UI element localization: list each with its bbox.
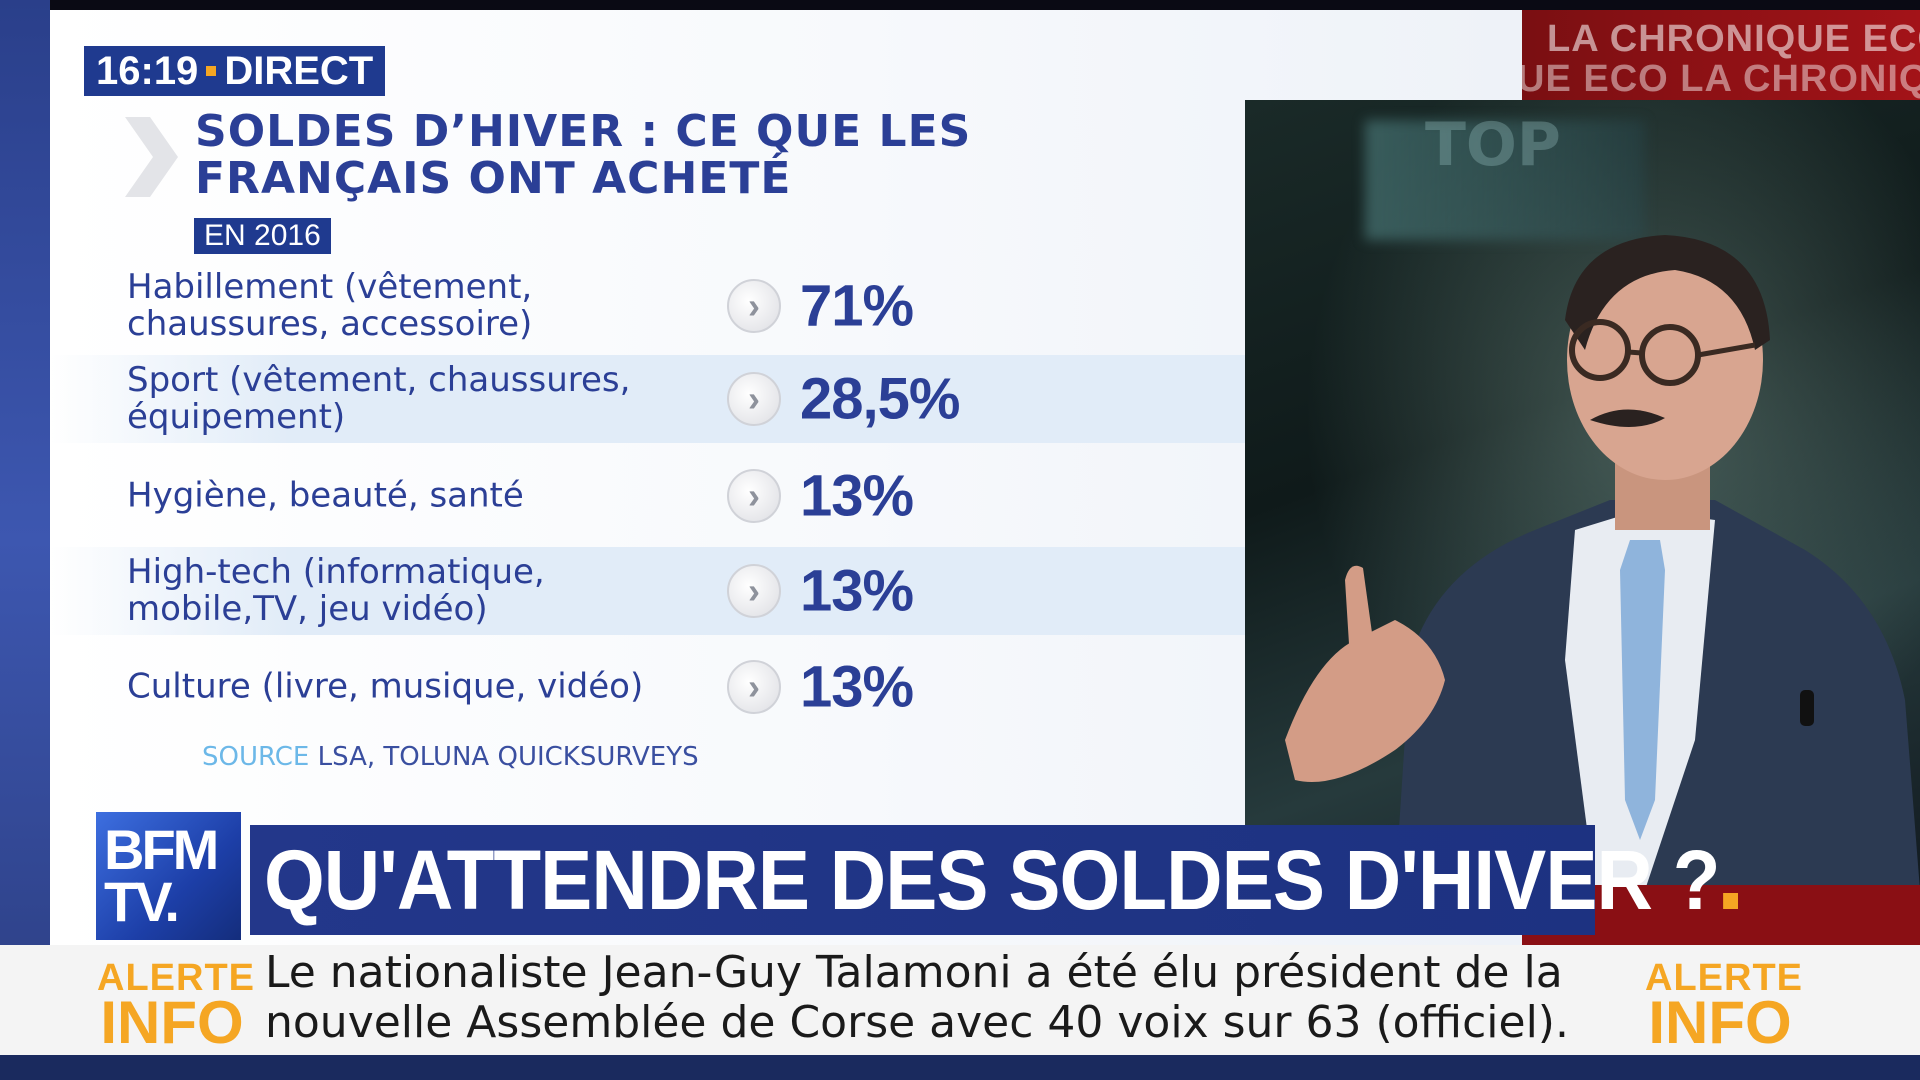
alert-line2: INFO [100, 989, 244, 1056]
presenter-figure [1285, 235, 1920, 890]
source-note: SOURCE LSA, TOLUNA QUICKSURVEYS [202, 742, 699, 772]
list-item: Sport (vêtement, chaussures, équipement)… [50, 355, 1245, 443]
arrow-right-icon: › [727, 372, 781, 426]
studio-screen [1365, 120, 1645, 240]
segment-header-line1: LA CHRONIQUE ECO [1547, 18, 1920, 60]
chevron-right-icon [125, 117, 178, 197]
clock-time: 16:19 [96, 48, 199, 93]
alert-line1: ALERTE [97, 957, 255, 999]
presenter-video: TOP [1245, 100, 1920, 890]
alert-line2: INFO [1648, 989, 1792, 1056]
studio-screen-text: TOP [1425, 110, 1561, 180]
category-percent: 13% [800, 463, 914, 529]
category-percent: 28,5% [800, 366, 960, 432]
category-label: Culture (livre, musique, vidéo) [127, 666, 644, 707]
category-percent: 13% [800, 654, 914, 720]
list-item: High-tech (informatique, mobile,TV, jeu … [50, 547, 1245, 635]
live-label: DIRECT [224, 48, 374, 93]
list-item: Habillement (vêtement, chaussures, acces… [50, 262, 1245, 350]
category-percent: 71% [800, 273, 914, 339]
headline-dot-icon [1723, 892, 1739, 909]
bottom-bar [0, 1055, 1920, 1080]
category-percent: 13% [800, 558, 914, 624]
logo-line1: BFM [104, 818, 219, 881]
channel-logo: BFM TV. [96, 812, 241, 940]
alert-badge-right: ALERTE INFO [1645, 957, 1803, 1056]
live-separator-icon [206, 66, 217, 76]
segment-header-line2: UE ECO LA CHRONIQUE [1522, 58, 1920, 100]
category-label: Hygiène, beauté, santé [127, 475, 524, 516]
year-badge: EN 2016 [194, 218, 331, 254]
list-item: Culture (livre, musique, vidéo) › 13% [50, 643, 1245, 731]
news-ticker [0, 945, 1920, 1055]
headline-text: QU'ATTENDRE DES SOLDES D'HIVER ? [263, 832, 1721, 927]
source-keyword: SOURCE [202, 742, 310, 772]
list-item: Hygiène, beauté, santé › 13% [50, 452, 1245, 540]
source-text: LSA, TOLUNA QUICKSURVEYS [317, 742, 699, 772]
arrow-right-icon: › [727, 564, 781, 618]
top-bar [0, 0, 1920, 10]
logo-line2: TV. [104, 870, 180, 933]
left-decor-strip [0, 0, 50, 1080]
category-label: Habillement (vêtement, chaussures, acces… [127, 267, 533, 344]
category-label: Sport (vêtement, chaussures, équipement) [127, 360, 631, 437]
segment-header: LA CHRONIQUE ECO UE ECO LA CHRONIQUE [1522, 10, 1920, 100]
alert-badge-left: ALERTE INFO [97, 957, 255, 1056]
arrow-right-icon: › [727, 469, 781, 523]
alert-line1: ALERTE [1645, 957, 1803, 999]
arrow-right-icon: › [727, 660, 781, 714]
headline-banner: QU'ATTENDRE DES SOLDES D'HIVER ? [250, 825, 1739, 935]
ticker-text: Le nationaliste Jean-Guy Talamoni a été … [265, 947, 1569, 1048]
category-label: High-tech (informatique, mobile,TV, jeu … [127, 552, 545, 629]
arrow-right-icon: › [727, 279, 781, 333]
infographic-title: SOLDES D’HIVER : CE QUE LES FRANÇAIS ONT… [195, 106, 972, 204]
live-badge: 16:19 DIRECT [84, 46, 386, 96]
